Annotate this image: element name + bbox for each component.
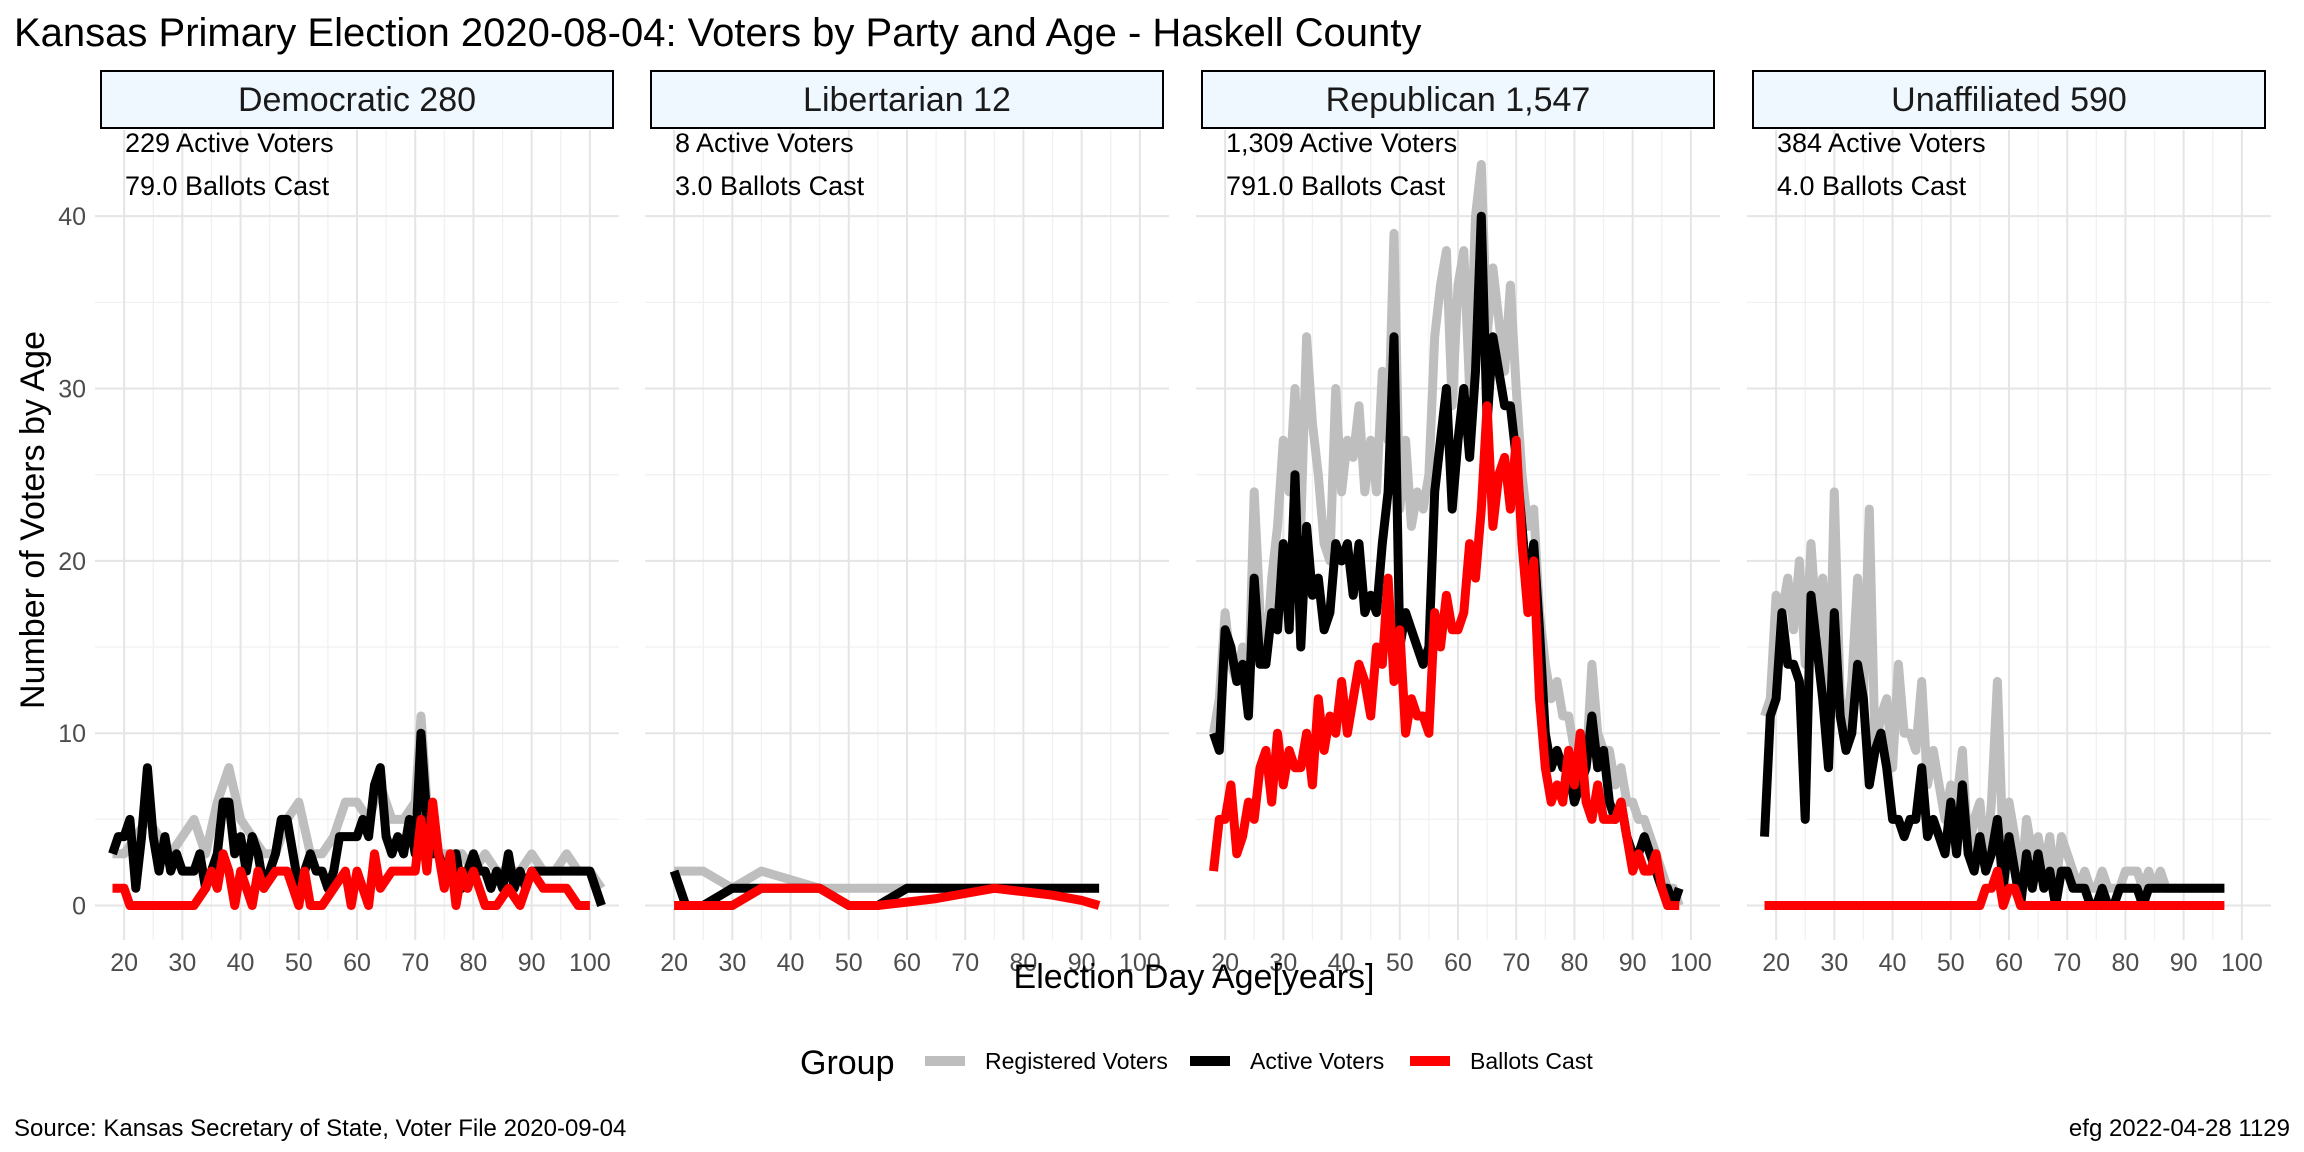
strip-box (1201, 70, 1715, 129)
panel-grid (95, 130, 619, 940)
chart-title: Kansas Primary Election 2020-08-04: Vote… (14, 11, 1421, 55)
x-tick-label: 20 (1762, 949, 1790, 977)
x-tick-label: 60 (343, 949, 371, 977)
panels: Democratic 280 229 Active Voters 79.0 Ball… (58, 70, 2271, 977)
strip-label: Republican 1,547 (1326, 81, 1591, 119)
x-tick-label: 90 (1068, 949, 1096, 977)
strip-label: Democratic 280 (238, 81, 476, 119)
x-tick-label: 100 (569, 949, 611, 977)
x-tick-label: 60 (1995, 949, 2023, 977)
panel-annotation: 79.0 Ballots Cast (125, 171, 330, 201)
x-tick-label: 80 (1010, 949, 1038, 977)
strip-box (650, 70, 1164, 129)
legend-label: Active Voters (1250, 1048, 1384, 1074)
y-tick-label: 10 (58, 720, 86, 748)
x-tick-label: 40 (777, 949, 805, 977)
series-line-ballots-cast (112, 797, 590, 910)
legend-label: Ballots Cast (1470, 1048, 1593, 1074)
x-tick-label: 50 (1386, 949, 1414, 977)
series-line-ballots-cast (674, 883, 1101, 910)
series-line-ballots-cast (1764, 866, 2225, 910)
panel-1: Libertarian 12 8 Active Voters 3.0 Ballots… (645, 70, 1169, 977)
panel-annotation: 3.0 Ballots Cast (675, 171, 865, 201)
x-tick-label: 80 (460, 949, 488, 977)
x-tick-label: 70 (401, 949, 429, 977)
x-tick-label: 40 (1879, 949, 1907, 977)
panel-annotation: 791.0 Ballots Cast (1226, 171, 1446, 201)
x-tick-label: 50 (1937, 949, 1965, 977)
x-tick-label: 70 (2053, 949, 2081, 977)
strip-box (1752, 70, 2266, 129)
x-tick-label: 20 (110, 949, 138, 977)
y-tick-label: 0 (72, 893, 86, 921)
x-tick-label: 40 (1328, 949, 1356, 977)
y-tick-label: 40 (58, 203, 86, 231)
x-tick-label: 20 (1211, 949, 1239, 977)
legend: Group Registered Voters Active Voters Ball… (800, 1044, 1593, 1082)
series-line-registered-voters (1209, 160, 1684, 907)
x-tick-label: 70 (1502, 949, 1530, 977)
panel-0: Democratic 280 229 Active Voters 79.0 Ball… (95, 70, 619, 977)
legend-title: Group (800, 1044, 895, 1082)
y-tick-label: 20 (58, 548, 86, 576)
x-tick-label: 30 (1820, 949, 1848, 977)
x-tick-label: 80 (1561, 949, 1589, 977)
x-tick-label: 90 (1619, 949, 1647, 977)
x-tick-label: 30 (168, 949, 196, 977)
x-tick-label: 90 (2170, 949, 2198, 977)
x-tick-label: 30 (718, 949, 746, 977)
strip-box (100, 70, 614, 129)
series-line-active-voters (108, 728, 606, 907)
x-tick-label: 80 (2112, 949, 2140, 977)
panel-2: Republican 1,547 1,309 Active Voters 791.0… (1196, 70, 1720, 977)
panel-annotation: 4.0 Ballots Cast (1777, 171, 1967, 201)
panel-3: Unaffiliated 590 384 Active Voters 4.0 Bal… (1747, 70, 2271, 977)
x-tick-label: 30 (1269, 949, 1297, 977)
x-tick-label: 100 (1670, 949, 1712, 977)
y-axis-label: Number of Voters by Age (14, 331, 52, 709)
series-line-active-voters (1209, 211, 1684, 910)
series-line-ballots-cast (1209, 401, 1680, 910)
panel-annotation: 229 Active Voters (125, 128, 334, 158)
x-tick-label: 70 (951, 949, 979, 977)
x-axis-label: Election Day Age[years] (1014, 958, 1375, 996)
panel-grid (645, 130, 1169, 940)
x-tick-label: 20 (660, 949, 688, 977)
strip-label: Libertarian 12 (803, 81, 1011, 119)
panel-annotation: 384 Active Voters (1777, 128, 1986, 158)
legend-items: Registered Voters Active Voters Ballots Ca… (925, 1048, 1593, 1074)
x-tick-label: 40 (227, 949, 255, 977)
series-line-active-voters (1760, 590, 2225, 910)
legend-label: Registered Voters (985, 1048, 1168, 1074)
x-tick-label: 100 (2221, 949, 2263, 977)
strip-label: Unaffiliated 590 (1891, 81, 2127, 119)
x-tick-label: 60 (1444, 949, 1472, 977)
source-note: Source: Kansas Secretary of State, Voter… (14, 1115, 626, 1142)
x-tick-label: 60 (893, 949, 921, 977)
x-tick-label: 50 (835, 949, 863, 977)
credit-note: efg 2022-04-28 1129 (2069, 1115, 2290, 1142)
panel-annotation: 1,309 Active Voters (1226, 128, 1457, 158)
x-tick-label: 90 (518, 949, 546, 977)
x-tick-label: 50 (285, 949, 313, 977)
panel-annotation: 8 Active Voters (675, 128, 854, 158)
y-tick-labels: 0 10 20 30 40 (58, 203, 86, 920)
y-tick-label: 30 (58, 376, 86, 404)
x-tick-label: 100 (1119, 949, 1161, 977)
